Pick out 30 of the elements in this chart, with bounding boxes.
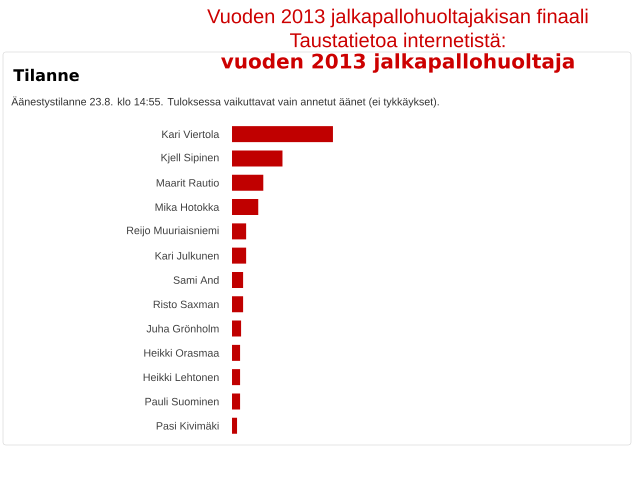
text: Äänestystilanne 23.8. klo 14:55. Tuloksessa vaikuttavat vain annetut äänet (ei tykkäykset).: [11, 96, 439, 108]
y-tick-label: Pasi Kivimäki: [156, 422, 219, 430]
y-tick-label: Kari Julkunen: [156, 252, 219, 260]
y-tick-label: Mika Hotokka: [156, 203, 220, 211]
bar: [232, 296, 244, 312]
y-tick-label: Kari Viertola: [162, 130, 220, 138]
y-tick-label: Kjell Sipinen: [161, 153, 219, 164]
y-tick-label: Reijo Muuriaisniemi: [127, 226, 219, 236]
text: Vuoden 2013 jalkapallohuoltajakisan finaali: [207, 8, 588, 28]
y-tick-label: Juha Grönholm: [146, 324, 219, 332]
bar: [232, 248, 246, 264]
text: Tilanne: [13, 68, 79, 82]
text: vuoden 2013 jalkapallohuoltaja: [221, 53, 574, 73]
y-tick-label: Heikki Lehtonen: [144, 373, 219, 382]
bar: [232, 150, 282, 166]
y-tick-label: Risto Saxman: [154, 300, 219, 308]
y-tick-label: Maarit Rautio: [156, 178, 219, 187]
bar: [232, 272, 244, 288]
y-tick-label: Sami And: [174, 276, 219, 284]
bar: [232, 199, 258, 216]
y-tick-label: Heikki Orasmaa: [144, 348, 220, 357]
bar: [232, 393, 240, 410]
bar: [232, 344, 240, 361]
bar: [232, 320, 242, 337]
bar: [232, 369, 240, 386]
text: Taustatietoa internetistä:: [290, 32, 505, 48]
y-tick-label: Pauli Suominen: [145, 398, 219, 406]
bar: [232, 174, 264, 191]
bar: [232, 126, 333, 142]
bar: [232, 223, 246, 240]
